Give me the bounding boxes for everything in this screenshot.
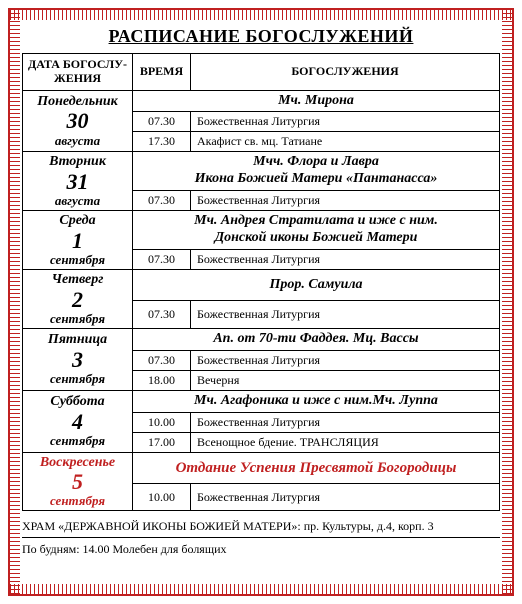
time-cell: 07.30: [133, 112, 191, 132]
month: августа: [25, 134, 130, 148]
time-cell: 18.00: [133, 370, 191, 390]
feast-cell: Мч. Мирона: [133, 90, 500, 112]
time-cell: 07.30: [133, 300, 191, 328]
feast-line: Донской иконы Божией Матери: [137, 230, 495, 247]
service-cell: Божественная Литургия: [191, 300, 500, 328]
day-feast-row: Вторник31августаМчч. Флора и ЛавраИкона …: [23, 152, 500, 191]
day-number: 2: [25, 288, 130, 312]
time-cell: 10.00: [133, 484, 191, 511]
header-date: ДАТА БОГОСЛУ-ЖЕНИЯ: [23, 54, 133, 91]
pattern-bottom: [10, 584, 512, 594]
day-number: 31: [25, 170, 130, 194]
footer-note: По будням: 14.00 Молебен для болящих: [22, 538, 500, 560]
weekday: Вторник: [25, 154, 130, 169]
schedule-table: ДАТА БОГОСЛУ-ЖЕНИЯ ВРЕМЯ БОГОСЛУЖЕНИЯ По…: [22, 53, 500, 511]
date-cell: Суббота4сентября: [23, 390, 133, 452]
date-cell: Вторник31августа: [23, 152, 133, 211]
weekday: Суббота: [25, 394, 130, 409]
weekday: Среда: [25, 213, 130, 228]
day-feast-row: Суббота4сентябряМч. Агафоника и иже с ни…: [23, 390, 500, 412]
header-row: ДАТА БОГОСЛУ-ЖЕНИЯ ВРЕМЯ БОГОСЛУЖЕНИЯ: [23, 54, 500, 91]
day-number: 3: [25, 348, 130, 372]
time-cell: 17.30: [133, 132, 191, 152]
day-feast-row: Воскресенье5сентябряОтдание Успения Прес…: [23, 452, 500, 483]
page-title: РАСПИСАНИЕ БОГОСЛУЖЕНИЙ: [22, 22, 500, 53]
feast-cell: Прор. Самуила: [133, 270, 500, 301]
pattern-right: [502, 10, 512, 594]
time-cell: 17.00: [133, 432, 191, 452]
feast-line: Ап. от 70-ти Фаддея. Мц. Вассы: [137, 331, 495, 348]
time-cell: 07.30: [133, 250, 191, 270]
date-cell: Пятница3сентября: [23, 329, 133, 391]
feast-line: Мчч. Флора и Лавра: [137, 154, 495, 171]
service-cell: Божественная Литургия: [191, 350, 500, 370]
month: сентября: [25, 253, 130, 267]
service-cell: Божественная Литургия: [191, 191, 500, 211]
weekday: Понедельник: [25, 94, 130, 109]
day-number: 30: [25, 109, 130, 133]
day-feast-row: Четверг2сентябряПрор. Самуила: [23, 270, 500, 301]
day-feast-row: Понедельник30августаМч. Мирона: [23, 90, 500, 112]
day-number: 5: [25, 470, 130, 494]
feast-cell: Мч. Андрея Стратилата и иже с ним.Донско…: [133, 211, 500, 250]
service-cell: Акафист св. мц. Татиане: [191, 132, 500, 152]
feast-line: Прор. Самуила: [137, 277, 495, 294]
footer-address: ХРАМ «ДЕРЖАВНОЙ ИКОНЫ БОЖИЕЙ МАТЕРИ»: пр…: [22, 515, 500, 538]
month: сентября: [25, 312, 130, 326]
service-cell: Всенощное бдение. ТРАНСЛЯЦИЯ: [191, 432, 500, 452]
content-area: РАСПИСАНИЕ БОГОСЛУЖЕНИЙ ДАТА БОГОСЛУ-ЖЕН…: [22, 22, 500, 582]
feast-line: Мч. Агафоника и иже с ним.Мч. Луппа: [137, 393, 495, 410]
header-service: БОГОСЛУЖЕНИЯ: [191, 54, 500, 91]
time-cell: 07.30: [133, 191, 191, 211]
feast-cell: Отдание Успения Пресвятой Богородицы: [133, 452, 500, 483]
feast-line: Икона Божией Матери «Пантанасса»: [137, 171, 495, 188]
day-number: 4: [25, 410, 130, 434]
service-cell: Божественная Литургия: [191, 112, 500, 132]
weekday: Пятница: [25, 332, 130, 347]
time-cell: 10.00: [133, 412, 191, 432]
month: сентября: [25, 434, 130, 448]
service-cell: Божественная Литургия: [191, 250, 500, 270]
feast-line: Мч. Мирона: [137, 93, 495, 110]
footer: ХРАМ «ДЕРЖАВНОЙ ИКОНЫ БОЖИЕЙ МАТЕРИ»: пр…: [22, 511, 500, 560]
time-cell: 07.30: [133, 350, 191, 370]
header-time: ВРЕМЯ: [133, 54, 191, 91]
date-cell: Среда1сентября: [23, 211, 133, 270]
weekday: Воскресенье: [25, 455, 130, 470]
feast-cell: Мч. Агафоника и иже с ним.Мч. Луппа: [133, 390, 500, 412]
service-cell: Божественная Литургия: [191, 484, 500, 511]
pattern-top: [10, 10, 512, 20]
month: сентября: [25, 494, 130, 508]
month: августа: [25, 194, 130, 208]
date-cell: Понедельник30августа: [23, 90, 133, 152]
feast-cell: Ап. от 70-ти Фаддея. Мц. Вассы: [133, 329, 500, 351]
month: сентября: [25, 372, 130, 386]
feast-line: Отдание Успения Пресвятой Богородицы: [137, 459, 495, 477]
pattern-left: [10, 10, 20, 594]
day-feast-row: Среда1сентябряМч. Андрея Стратилата и иж…: [23, 211, 500, 250]
feast-cell: Мчч. Флора и ЛавраИкона Божией Матери «П…: [133, 152, 500, 191]
day-number: 1: [25, 229, 130, 253]
feast-line: Мч. Андрея Стратилата и иже с ним.: [137, 213, 495, 230]
date-cell: Воскресенье5сентября: [23, 452, 133, 511]
weekday: Четверг: [25, 272, 130, 287]
service-cell: Божественная Литургия: [191, 412, 500, 432]
date-cell: Четверг2сентября: [23, 270, 133, 329]
day-feast-row: Пятница3сентябряАп. от 70-ти Фаддея. Мц.…: [23, 329, 500, 351]
service-cell: Вечерня: [191, 370, 500, 390]
